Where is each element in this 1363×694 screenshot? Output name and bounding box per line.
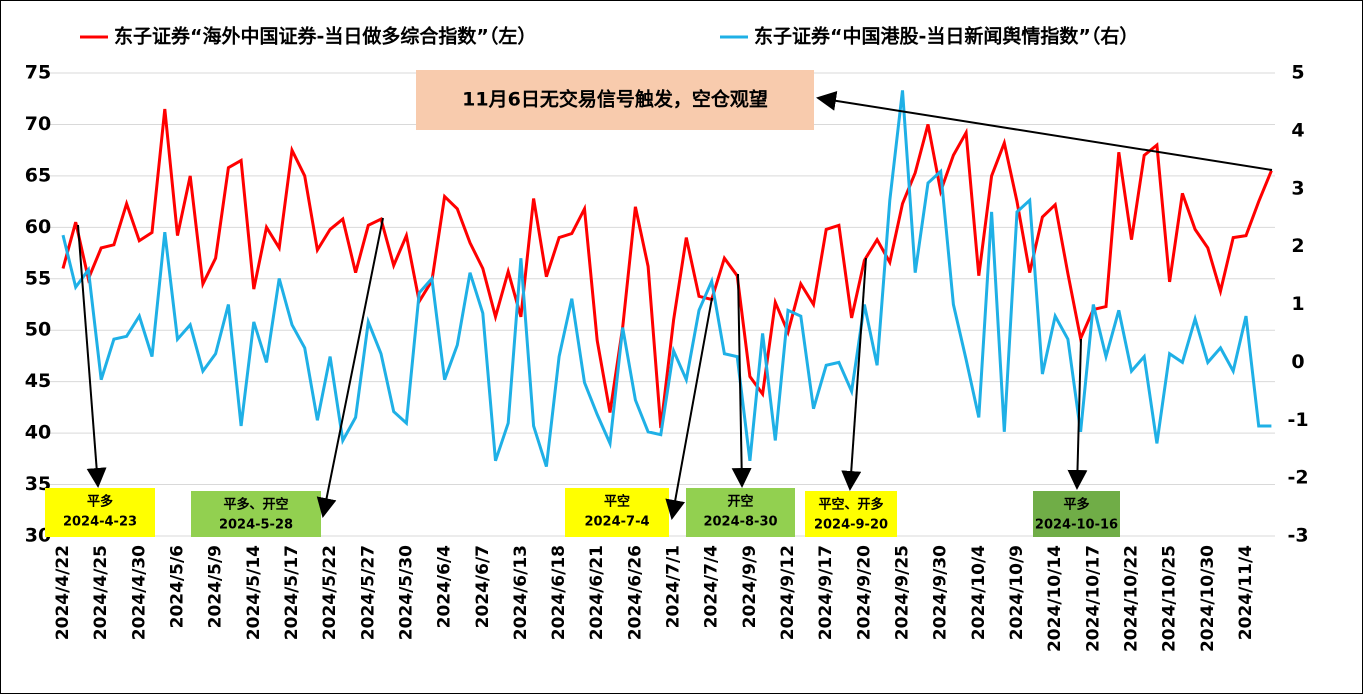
x-tick-label: 2024/5/22 [320,545,340,640]
annotation-label: 开空 [727,494,753,510]
annotation-label: 平多 [87,494,113,510]
x-tick-label: 2024/4/22 [53,545,73,640]
note-box [416,70,814,130]
line-series [61,108,1273,429]
arrow [1067,338,1088,490]
annotation-box [1033,491,1120,537]
x-tick-label: 2024/5/17 [282,545,302,640]
x-tick-label: 2024/6/26 [625,545,645,640]
x-tick-label: 2024/7/4 [702,545,722,629]
y2-tick-label: -1 [1287,409,1308,431]
annotation-label: 平空、开多 [818,497,883,513]
x-tick-label: 2024/5/30 [396,545,416,640]
annotation-date: 2024-4-23 [63,515,137,530]
x-tick-label: 2024/6/7 [473,545,493,628]
y-tick-label: 55 [25,267,51,289]
annotation-box [191,491,321,537]
x-tick-label: 2024/6/13 [511,545,531,640]
x-tick-label: 2024/9/20 [854,545,874,640]
x-tick-label: 2024/10/14 [1045,545,1065,652]
y2-tick-label: -2 [1287,467,1308,489]
annotation-box [686,488,795,537]
arrow [665,297,713,520]
annotation-label: 平空 [604,494,630,510]
x-tick-label: 2024/4/30 [129,545,149,640]
x-tick-label: 2024/5/6 [167,545,187,628]
x-tick-label: 2024/6/18 [549,545,569,640]
y-tick-label: 35 [25,473,51,495]
annotation-label: 平多 [1063,497,1089,513]
x-tick-label: 2024/10/25 [1160,545,1180,652]
x-tick-label: 2024/6/21 [587,545,607,640]
annotation-box [565,488,669,537]
y2-tick-label: 5 [1291,62,1304,84]
annotation-date: 2024-5-28 [219,518,293,533]
y2-tick-label: 1 [1291,293,1304,315]
annotation-date: 2024-7-4 [584,515,649,530]
x-tick-label: 2024/9/9 [740,545,760,628]
y-tick-label: 45 [25,370,51,392]
y2-tick-label: 0 [1291,351,1304,373]
y-tick-label: 60 [25,216,51,238]
note: 11月6日无交易信号触发，空仓观望 [462,88,768,111]
y2-tick-label: 3 [1291,177,1304,199]
x-tick-label: 2024/7/1 [664,545,684,628]
x-tick-label: 2024/5/27 [358,545,378,640]
x-tick-label: 2024/5/9 [206,545,226,628]
arrow [816,90,1273,171]
y-tick-label: 30 [25,525,51,547]
x-tick-label: 2024/9/12 [778,545,798,640]
x-tick-label: 2024/10/17 [1083,545,1103,652]
x-tick-label: 2024/5/14 [244,545,264,640]
x-tick-label: 2024/9/30 [931,545,951,640]
x-tick-label: 2024/10/4 [969,545,989,640]
annotation-date: 2024-10-16 [1035,518,1118,533]
x-tick-label: 2024/10/22 [1121,545,1141,652]
x-tick-label: 2024/10/9 [1007,545,1027,640]
arrow [316,217,384,518]
line-series [61,90,1272,468]
legend-label: 东子证券“海外中国证券-当日做多综合指数”（左） [114,25,536,48]
y2-tick-label: 2 [1291,235,1304,257]
y2-tick-label: -3 [1287,525,1308,547]
arrow [841,257,867,491]
x-tick-label: 2024/4/25 [91,545,111,640]
x-tick-label: 2024/10/30 [1198,545,1218,652]
x-tick-label: 2024/6/4 [435,545,455,629]
y-tick-label: 65 [25,164,51,186]
x-tick-label: 2024/9/17 [816,545,836,640]
y-tick-label: 50 [25,319,51,341]
x-tick-label: 2024/9/25 [893,545,913,640]
annotation-box [45,488,155,537]
annotation-date: 2024-9-20 [814,518,888,533]
annotation-date: 2024-8-30 [703,515,777,530]
annotation-box [805,491,897,537]
y-tick-label: 70 [25,113,51,135]
arrow [731,273,752,488]
x-tick-label: 2024/11/4 [1236,545,1256,640]
y2-tick-label: 4 [1291,119,1304,141]
arrow [77,224,107,488]
y-tick-label: 40 [25,422,51,444]
legend-label: 东子证券“中国港股-当日新闻舆情指数”（右） [754,25,1138,48]
y-tick-label: 75 [25,62,51,84]
annotation-label: 平多、开空 [223,497,288,513]
